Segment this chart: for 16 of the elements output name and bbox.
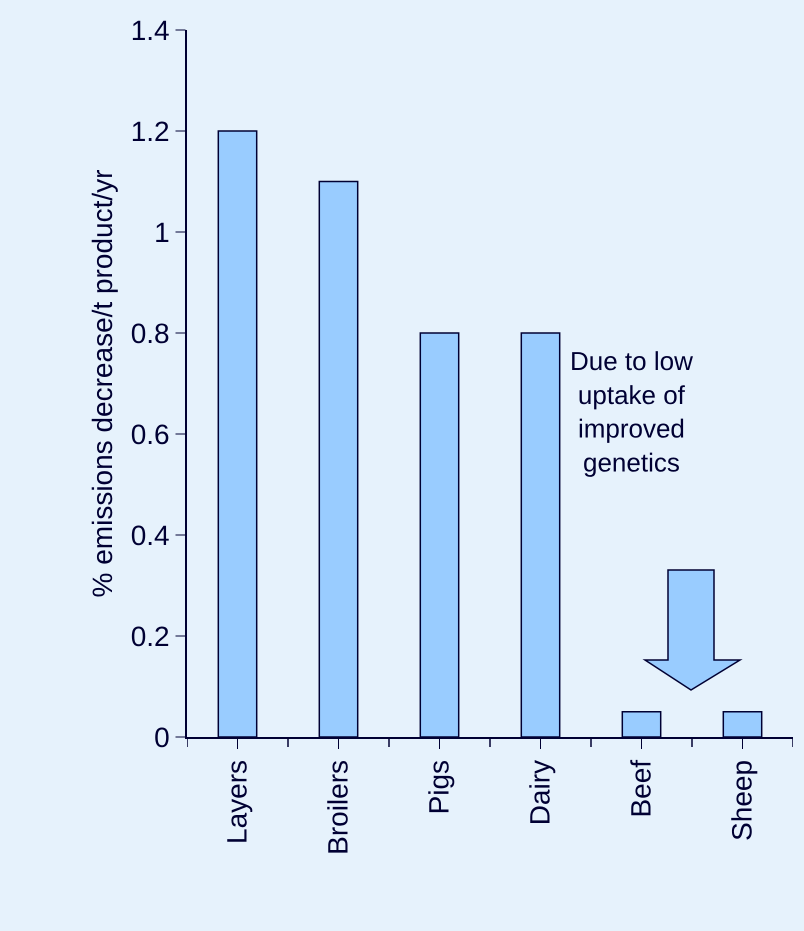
annotation: Due to low uptake of improved genetics — [570, 346, 694, 478]
x-tick-label: Beef — [626, 760, 657, 818]
x-tick-label: Broilers — [322, 760, 354, 855]
y-tick-label: 0.6 — [130, 418, 170, 450]
y-tick-label: 0 — [154, 722, 170, 753]
x-tick-label: Dairy — [524, 760, 556, 826]
x-tick-label: Pigs — [424, 760, 455, 814]
y-tick-label: 1.4 — [130, 14, 170, 46]
x-tick-label: Layers — [222, 760, 253, 844]
y-tick-label: 1 — [154, 216, 170, 248]
y-tick-label: 0.2 — [130, 620, 170, 652]
y-axis-title: % emissions decrease/t product/yr — [86, 170, 118, 598]
x-tick-label: Sheep — [726, 760, 758, 841]
y-tick-label: 0.4 — [130, 520, 170, 551]
y-tick-label: 1.2 — [130, 116, 170, 147]
y-tick-label: 0.8 — [130, 318, 170, 349]
